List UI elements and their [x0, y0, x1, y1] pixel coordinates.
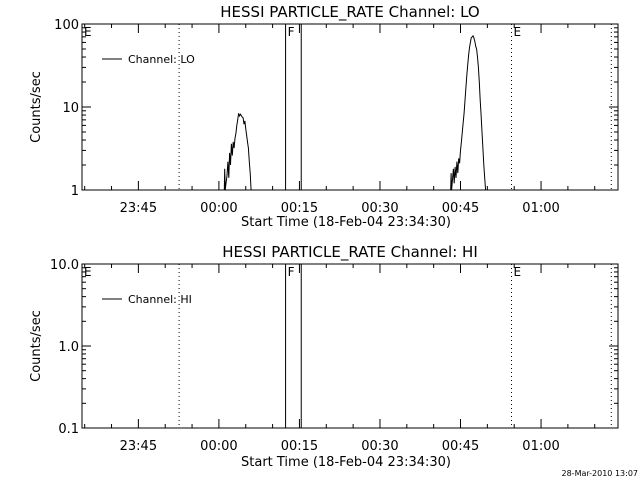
- lo-channel-panel: HESSI PARTICLE_RATE Channel: LO 23:45 00:0…: [29, 3, 619, 230]
- y-axis-label: Counts/sec: [29, 310, 44, 382]
- y-tick-label: 1: [71, 184, 79, 199]
- x-tick-label: 00:45: [442, 201, 479, 216]
- event-marker-label: E: [514, 25, 522, 39]
- x-tick-label: 00:15: [281, 201, 318, 216]
- x-tick-label: 00:45: [442, 439, 479, 454]
- legend-label: Channel: LO: [128, 53, 195, 66]
- series-line-segment-1: [450, 34, 491, 191]
- event-marker-label: E: [514, 265, 522, 279]
- event-marker-label: E: [84, 265, 92, 279]
- event-marker-label: F: [288, 25, 295, 39]
- y-tick-label: 1.0: [58, 340, 79, 355]
- chart-title: HESSI PARTICLE_RATE Channel: HI: [222, 243, 478, 262]
- y-tick-label: 0.1: [58, 422, 79, 437]
- hi-channel-panel: HESSI PARTICLE_RATE Channel: HI 23:45 00:0…: [29, 243, 619, 470]
- series-line-segment-0: [223, 113, 255, 191]
- x-tick-label: 00:00: [200, 439, 237, 454]
- event-marker-label: F: [288, 265, 295, 279]
- y-tick-label: 100: [54, 18, 79, 33]
- x-tick-label: 00:30: [361, 439, 398, 454]
- x-tick-label: 00:30: [361, 201, 398, 216]
- x-axis-label: Start Time (18-Feb-04 23:34:30): [241, 455, 451, 470]
- x-tick-label: 00:00: [200, 201, 237, 216]
- x-tick-label: 00:15: [281, 439, 318, 454]
- footer-timestamp: 28-Mar-2010 13:07: [562, 469, 639, 478]
- plot-frame: [81, 263, 619, 429]
- x-tick-label: 01:00: [522, 439, 559, 454]
- x-tick-label: 01:00: [522, 201, 559, 216]
- chart-title: HESSI PARTICLE_RATE Channel: LO: [220, 3, 479, 22]
- event-marker-label: E: [84, 25, 92, 39]
- x-axis-label: Start Time (18-Feb-04 23:34:30): [241, 215, 451, 230]
- y-tick-label: 10.0: [50, 258, 79, 273]
- y-tick-label: 10: [62, 101, 79, 116]
- plot-frame: [81, 23, 619, 191]
- y-axis-label: Counts/sec: [29, 71, 44, 143]
- x-tick-label: 23:45: [120, 201, 157, 216]
- legend-label: Channel: HI: [128, 293, 192, 306]
- x-tick-label: 23:45: [120, 439, 157, 454]
